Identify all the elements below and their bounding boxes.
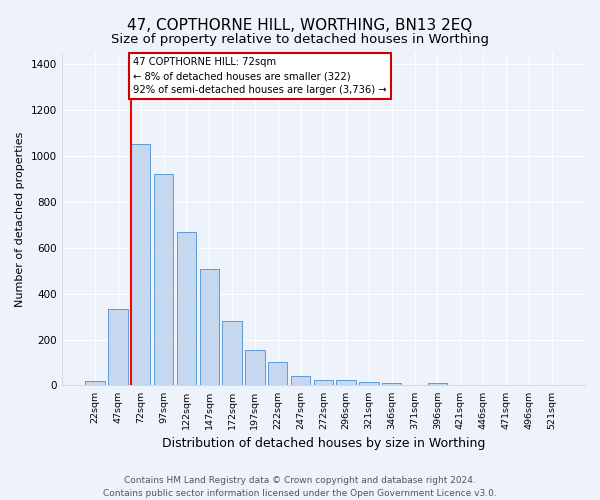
- Bar: [154, 174, 173, 386]
- Text: 47 COPTHORNE HILL: 72sqm
← 8% of detached houses are smaller (322)
92% of semi-d: 47 COPTHORNE HILL: 72sqm ← 8% of detache…: [133, 57, 387, 95]
- Bar: [200, 270, 219, 386]
- Bar: [268, 362, 287, 386]
- Bar: [85, 381, 105, 386]
- Bar: [177, 232, 196, 386]
- Bar: [359, 382, 379, 386]
- Bar: [223, 321, 242, 386]
- Bar: [108, 308, 128, 386]
- Bar: [131, 144, 151, 386]
- Y-axis label: Number of detached properties: Number of detached properties: [15, 132, 25, 306]
- Bar: [382, 383, 401, 386]
- Text: Contains HM Land Registry data © Crown copyright and database right 2024.
Contai: Contains HM Land Registry data © Crown c…: [103, 476, 497, 498]
- Bar: [314, 380, 333, 386]
- Bar: [245, 350, 265, 386]
- Text: 47, COPTHORNE HILL, WORTHING, BN13 2EQ: 47, COPTHORNE HILL, WORTHING, BN13 2EQ: [127, 18, 473, 32]
- Bar: [291, 376, 310, 386]
- Bar: [428, 382, 447, 386]
- Text: Size of property relative to detached houses in Worthing: Size of property relative to detached ho…: [111, 32, 489, 46]
- Bar: [337, 380, 356, 386]
- X-axis label: Distribution of detached houses by size in Worthing: Distribution of detached houses by size …: [161, 437, 485, 450]
